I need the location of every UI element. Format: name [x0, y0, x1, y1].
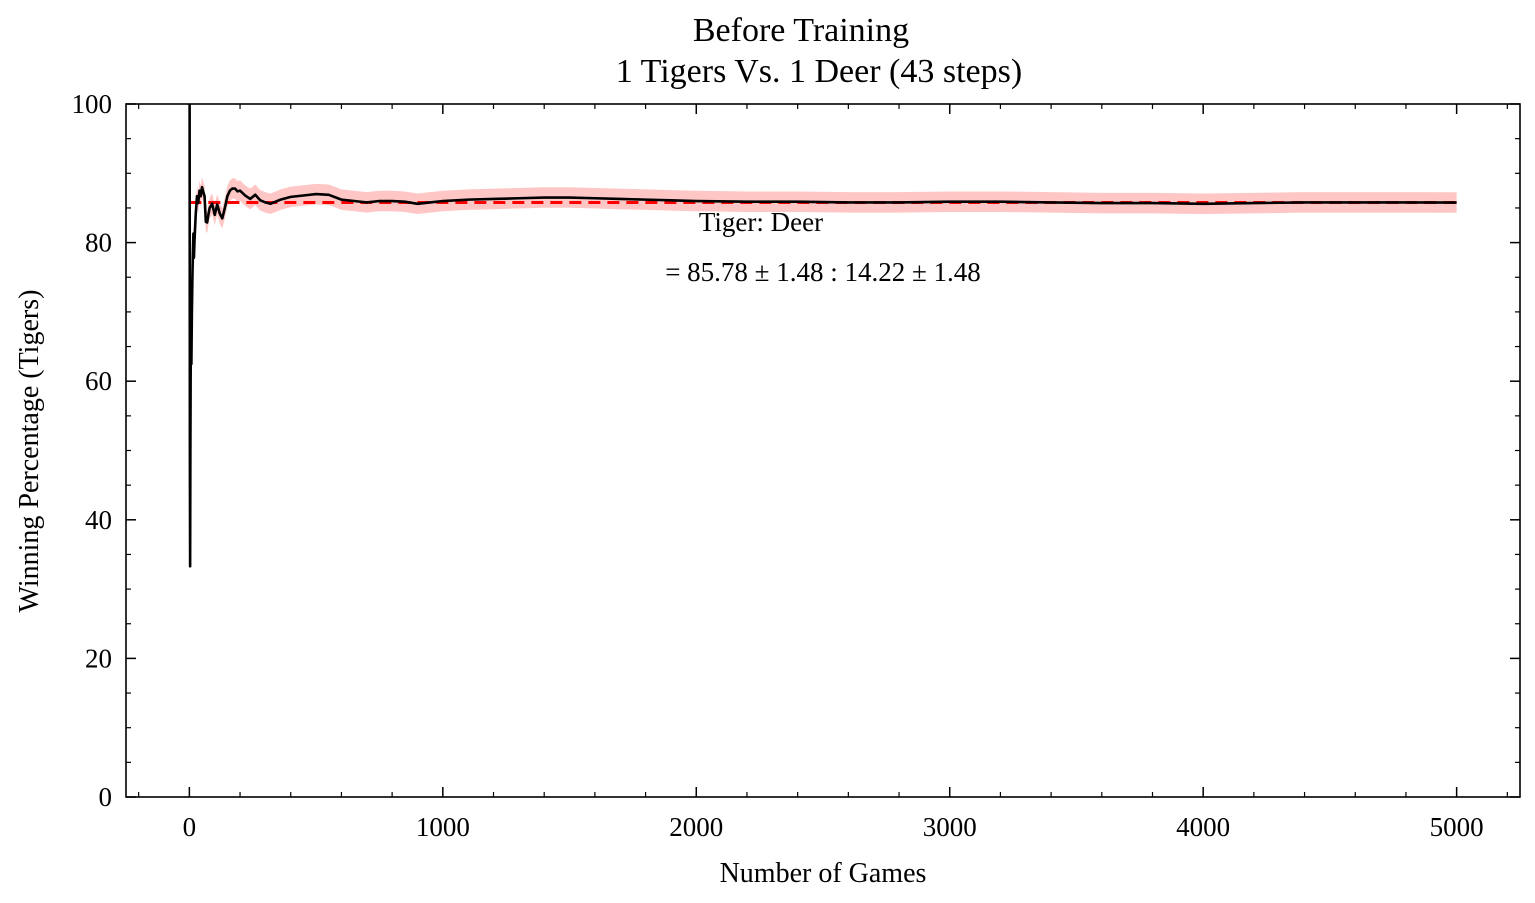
x-tick-label: 1000	[416, 812, 470, 842]
chart-title: Before Training	[693, 12, 909, 49]
confidence-band-group	[189, 104, 1457, 577]
annotation-ratio-values: = 85.78 ± 1.48 : 14.22 ± 1.48	[665, 257, 981, 287]
y-tick-label: 80	[85, 228, 112, 258]
x-tick-label: 4000	[1176, 812, 1230, 842]
x-tick-label: 5000	[1430, 812, 1484, 842]
x-tick-label: 0	[183, 812, 197, 842]
y-ticks: 0 20 40 60 80 100	[72, 89, 1520, 812]
plot-area	[188, 103, 1457, 577]
chart-subtitle: 1 Tigers Vs. 1 Deer (43 steps)	[616, 53, 1022, 90]
y-tick-label: 40	[85, 505, 112, 535]
series-group	[188, 103, 1457, 568]
x-tick-label: 2000	[669, 812, 723, 842]
x-ticks: 0 1000 2000 3000 4000 5000	[138, 104, 1508, 842]
x-axis-label: Number of Games	[720, 858, 927, 889]
x-tick-label: 3000	[923, 812, 977, 842]
annotation-ratio-label: Tiger: Deer	[699, 207, 823, 237]
y-tick-label: 60	[85, 366, 112, 396]
y-tick-label: 100	[72, 89, 113, 119]
confidence-band	[189, 104, 1457, 577]
y-tick-label: 20	[85, 643, 112, 673]
y-tick-label: 0	[99, 782, 113, 812]
series-line-win-percentage	[188, 103, 1457, 568]
y-axis-label: Winning Percentage (Tigers)	[14, 290, 45, 613]
